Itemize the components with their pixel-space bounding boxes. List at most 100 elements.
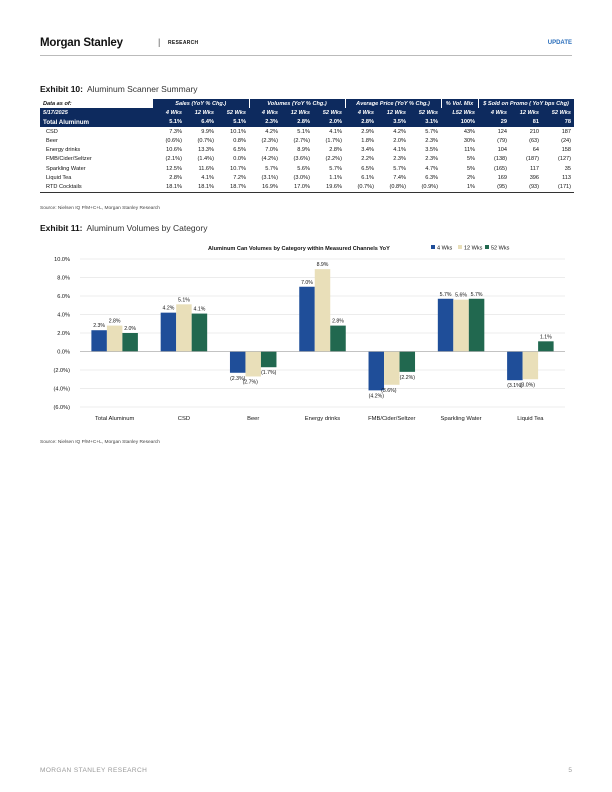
column-group-header: Average Price (YoY % Chg.): [345, 99, 442, 109]
bar: [245, 351, 261, 377]
table-cell: 5.7%: [393, 165, 407, 172]
legend-swatch: [485, 245, 489, 249]
table-cell: 0.0%: [233, 156, 247, 163]
table-row: FMB/Cider/Seltzer (2.1%) (1.4%) 0.0% (4.2%) (…: [40, 155, 574, 164]
table-cell: 5.1%: [153, 117, 185, 127]
table-cell: (2.2%): [325, 156, 343, 163]
table-cell: 1.1%: [329, 175, 343, 182]
exhibit-10-heading: Exhibit 10: Aluminum Scanner Summary: [40, 84, 198, 94]
table-cell: 2.3%: [249, 117, 282, 127]
column-subheader: 12 Wks: [185, 108, 217, 118]
logo-separator: |: [158, 37, 161, 47]
table-cell: 6.3%: [425, 175, 439, 182]
bar: [522, 351, 539, 380]
data-label: 4.1%: [194, 307, 206, 313]
y-tick-label: 0.0%: [57, 350, 70, 356]
table-cell: (79): [497, 137, 508, 144]
bar: [314, 269, 331, 352]
x-tick-label: Total Aluminum: [95, 416, 134, 422]
column-subheader: 52 Wks: [217, 108, 250, 118]
bar: [160, 312, 177, 352]
table-cell: 158: [561, 147, 572, 154]
table-cell: (4.2%): [261, 156, 279, 163]
table-cell: (0.7%): [197, 137, 214, 144]
data-as-of-label: Data as of:: [43, 100, 72, 107]
exhibit-11-heading: Exhibit 11: Aluminum Volumes by Category: [40, 223, 207, 233]
table-row: Sparkling Water 12.5% 11.6% 10.7% 5.7% 5.6% 5.…: [40, 164, 574, 173]
legend-label: 52 Wks: [491, 245, 510, 251]
legend-label: 12 Wks: [464, 245, 483, 251]
table-cell: (63): [529, 137, 540, 144]
column-subheader: 52 Wks: [409, 108, 442, 118]
table-cell: (0.7%): [345, 182, 378, 193]
row-label: RTD Cocktails: [40, 182, 153, 193]
table-cell: 2.8%: [329, 147, 343, 154]
table-cell: 17.0%: [281, 182, 314, 193]
table-cell: 5.7%: [265, 165, 279, 172]
row-label: Total Aluminum: [40, 117, 153, 127]
data-label: 2.8%: [109, 319, 121, 325]
table-cell: 12.5%: [166, 165, 182, 172]
legend-swatch: [431, 245, 435, 249]
row-label: Liquid Tea: [46, 175, 72, 182]
table-cell: (2.3%): [261, 137, 279, 144]
table-cell: 1.8%: [361, 137, 375, 144]
column-subheader: 4 Wks: [249, 108, 282, 118]
bar: [368, 351, 385, 391]
table-cell: 18.7%: [217, 182, 250, 193]
exhibit-11-title: Aluminum Volumes by Category: [86, 223, 208, 233]
table-cell: 104: [497, 147, 508, 154]
volumes-bar-chart: Aluminum Can Volumes by Category within …: [54, 245, 565, 422]
table-cell: 210: [529, 128, 540, 135]
data-label: 5.6%: [455, 293, 467, 299]
table-cell: (138): [493, 156, 508, 163]
table-row: RTD Cocktails 18.1% 18.1% 18.7% 16.9% 17.0% 19…: [40, 182, 575, 193]
bar: [122, 333, 138, 352]
data-label: (1.7%): [261, 370, 277, 376]
exhibit-11-source: Source: Nielsen IQ P/M+C+L, Morgan Stanl…: [40, 440, 160, 445]
y-tick-label: (4.0%): [54, 387, 71, 393]
column-subheader: 52 Wks: [542, 108, 575, 118]
table-cell: (3.1%): [261, 175, 279, 182]
row-label: Energy drinks: [46, 147, 81, 154]
x-tick-label: Sparkling Water: [441, 416, 482, 422]
table-cell: 78: [542, 117, 575, 127]
bar: [176, 304, 192, 352]
row-label: FMB/Cider/Seltzer: [46, 156, 92, 163]
bar: [538, 341, 554, 352]
table-cell: 2.8%: [281, 117, 314, 127]
row-label: CSD: [46, 128, 58, 135]
table-cell: 0.8%: [233, 137, 247, 144]
x-tick-label: CSD: [178, 416, 190, 422]
table-cell: 7.4%: [393, 175, 407, 182]
x-tick-label: Energy drinks: [305, 416, 341, 422]
table-cell: (127): [557, 156, 572, 163]
data-label: (2.7%): [243, 379, 259, 385]
table-cell: 2%: [466, 175, 476, 182]
table-group-header-row: Data as of: Sales (YoY % Chg.) Volumes (Yo…: [40, 99, 575, 109]
column-subheader: 4 Wks: [478, 108, 511, 118]
table-cell: 35: [564, 165, 572, 172]
data-label: 4.2%: [163, 306, 175, 312]
row-label: Beer: [46, 137, 58, 144]
data-label: 2.0%: [124, 326, 136, 332]
legend-label: 4 Wks: [437, 245, 453, 251]
column-group-header: Sales (YoY % Chg.): [153, 99, 250, 109]
data-label: (2.2%): [400, 375, 416, 381]
data-label: 8.9%: [317, 262, 329, 268]
table-cell: 3.4%: [361, 147, 375, 154]
y-tick-label: 8.0%: [57, 276, 70, 282]
y-tick-label: 10.0%: [54, 257, 70, 263]
bar: [260, 351, 277, 368]
table-cell: 13.3%: [198, 147, 214, 154]
legend-swatch: [458, 245, 462, 249]
table-cell: 5.7%: [425, 128, 439, 135]
data-label: (2.3%): [230, 376, 246, 382]
brand-logo: Morgan Stanley: [40, 37, 123, 49]
table-cell: 4.1%: [393, 147, 407, 154]
table-cell: 4.2%: [265, 128, 279, 135]
table-cell: (3.0%): [293, 175, 311, 182]
page-number: 5: [568, 767, 572, 774]
table-cell: 81: [510, 117, 543, 127]
table-subheader-row: 5/17/2025 4 Wks 12 Wks 52 Wks 4 Wks 12 Wks 52 …: [40, 108, 575, 118]
